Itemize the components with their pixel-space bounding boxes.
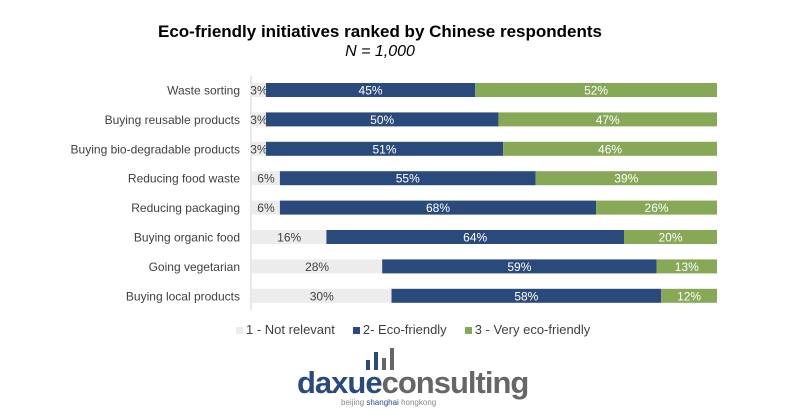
bar-segment (252, 83, 266, 97)
bar-segment (252, 112, 266, 127)
bar-segment (279, 171, 536, 186)
legend-swatch (464, 327, 472, 334)
data-label: 45% (359, 84, 383, 98)
legend-item-eco-friendly: 2- Eco-friendly (352, 322, 447, 337)
data-label: 3% (250, 142, 268, 156)
bar-segment (503, 141, 717, 156)
bar-logo-icon (366, 348, 394, 370)
data-label: 51% (373, 142, 397, 156)
data-label: 6% (257, 172, 275, 186)
legend: 1 - Not relevant 2- Eco-friendly 3 - Ver… (236, 322, 590, 337)
legend-label: 3 - Very eco-friendly (474, 322, 591, 337)
category-label: Buying organic food (134, 231, 240, 245)
bar-segment (252, 230, 327, 244)
data-label: 3% (250, 84, 268, 98)
data-label: 68% (426, 201, 450, 215)
bar-segment (265, 112, 499, 127)
data-label: 64% (463, 231, 487, 245)
data-label: 52% (584, 84, 608, 98)
category-label: Buying bio-degradable products (71, 142, 240, 156)
bar-segment (252, 141, 266, 156)
bar-segment (661, 288, 717, 303)
bar-segment (265, 83, 476, 97)
bar-segment (326, 230, 624, 244)
legend-item-very-eco-friendly: 3 - Very eco-friendly (464, 322, 591, 337)
data-label: 39% (614, 172, 638, 186)
data-label: 46% (598, 142, 622, 156)
data-label: 30% (310, 289, 334, 303)
bar-segment (265, 141, 504, 156)
legend-label: 1 - Not relevant (246, 322, 335, 337)
bar-segment (656, 259, 717, 274)
data-label: 58% (514, 289, 538, 303)
daxue-logo: daxueconsulting beijing shanghai hongkon… (297, 348, 530, 407)
bar-segment (252, 259, 383, 274)
logo-text-consulting: consulting (381, 365, 530, 400)
data-label: 3% (250, 113, 268, 127)
bar-segment (382, 259, 657, 274)
bar-segment (498, 112, 717, 127)
bar-segment (279, 200, 597, 215)
category-label: Going vegetarian (149, 260, 240, 274)
logo-tagline: beijing shanghai hongkong (341, 398, 437, 407)
legend-label: 2- Eco-friendly (362, 322, 447, 337)
bar-segment (475, 83, 717, 97)
data-label: 6% (257, 201, 275, 215)
data-label: 13% (675, 260, 699, 274)
data-label: 50% (370, 113, 394, 127)
bar-segment (252, 200, 280, 215)
chart-subtitle: N = 1,000 (345, 43, 415, 60)
legend-swatch (352, 327, 360, 334)
data-label: 16% (277, 231, 301, 245)
data-label: 55% (396, 172, 420, 186)
legend-swatch (236, 327, 243, 334)
data-label: 28% (305, 260, 329, 274)
bar-segment (535, 171, 717, 186)
category-label: Reducing food waste (128, 172, 240, 186)
plot-area: Waste sorting 3% 45% 52% Buying reusable pro… (71, 76, 717, 310)
bar-segment (391, 288, 662, 303)
category-label: Buying local products (126, 289, 240, 303)
bar-segment (252, 171, 280, 186)
category-label: Waste sorting (167, 84, 240, 98)
bar-segment (596, 200, 717, 215)
data-label: 26% (645, 201, 669, 215)
data-label: 47% (596, 113, 620, 127)
category-label: Buying reusable products (105, 113, 240, 127)
data-label: 12% (677, 289, 701, 303)
chart-title: Eco-friendly initiatives ranked by Chine… (157, 22, 602, 41)
data-label: 20% (658, 231, 682, 245)
bar-segment (624, 230, 717, 244)
legend-item-not-relevant: 1 - Not relevant (236, 322, 335, 337)
data-label: 59% (507, 260, 531, 274)
bar-segment (252, 288, 392, 303)
category-label: Reducing packaging (131, 201, 240, 215)
logo-text-daxue: daxue (297, 365, 383, 400)
